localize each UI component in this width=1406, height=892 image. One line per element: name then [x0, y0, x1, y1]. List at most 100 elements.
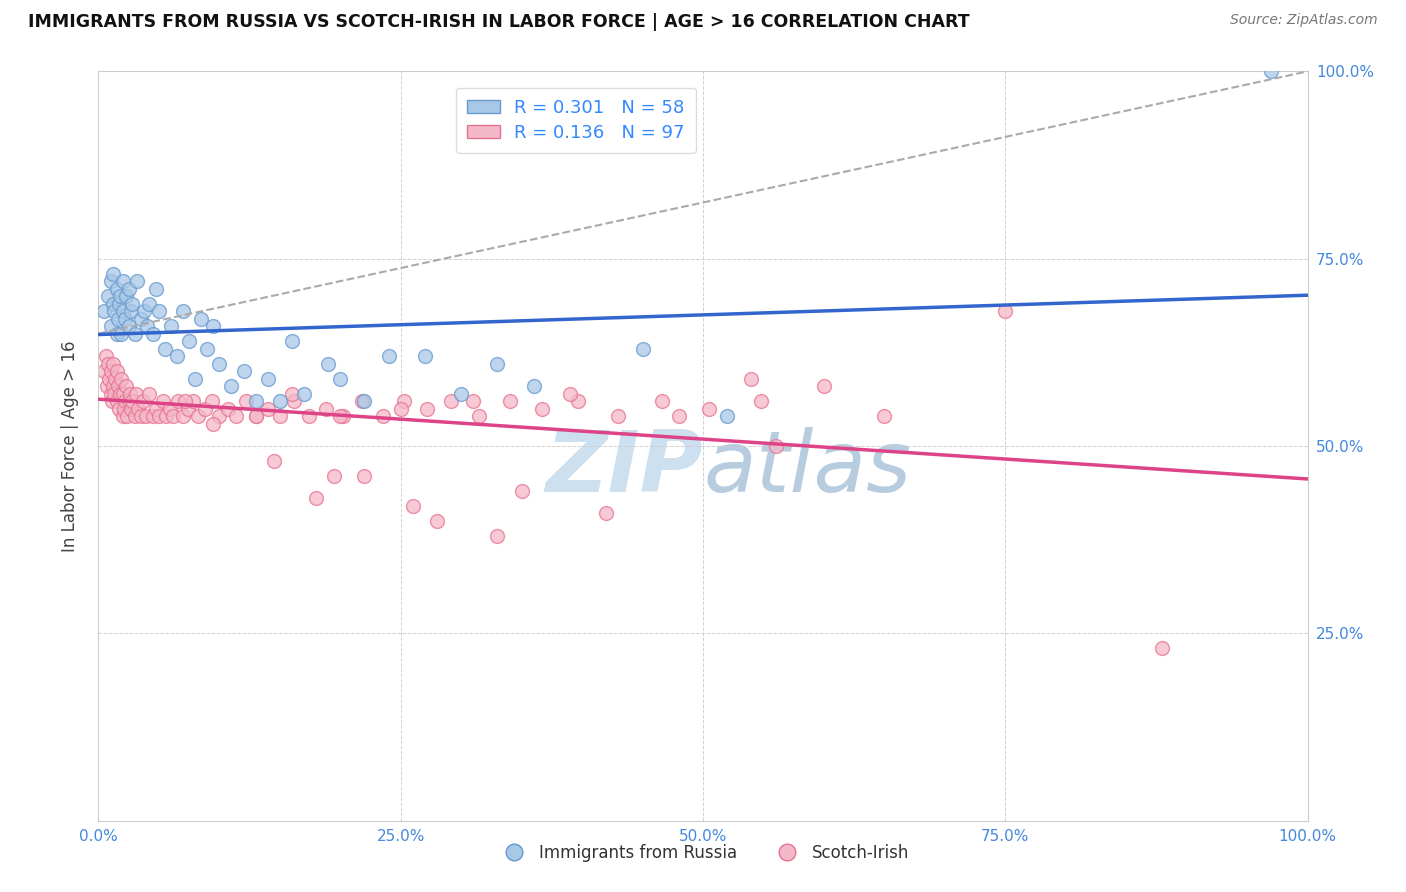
Point: [181, 394, 204, 409]
Text: atlas: atlas: [703, 427, 911, 510]
Point: [765, 439, 787, 453]
Point: [111, 304, 134, 318]
Point: [329, 409, 352, 423]
Point: [118, 319, 141, 334]
Point: [101, 357, 124, 371]
Point: [162, 409, 184, 423]
Point: [121, 296, 143, 310]
Point: [120, 401, 142, 416]
Point: [108, 401, 131, 416]
Point: [148, 409, 170, 423]
Point: [142, 409, 165, 423]
Point: [93, 304, 115, 318]
Point: [329, 371, 352, 385]
Point: [195, 342, 218, 356]
Point: [283, 394, 305, 409]
Point: [129, 409, 152, 423]
Point: [138, 296, 160, 310]
Point: [124, 409, 146, 423]
Point: [292, 386, 315, 401]
Point: [101, 379, 124, 393]
Point: [152, 394, 174, 409]
Point: [110, 326, 132, 341]
Point: [145, 401, 167, 416]
Point: [353, 394, 375, 409]
Point: [1152, 641, 1174, 656]
Point: [111, 409, 134, 423]
Point: [468, 409, 491, 423]
Point: [111, 274, 134, 288]
Point: [523, 379, 546, 393]
Point: [426, 514, 449, 528]
Point: [97, 289, 120, 303]
Point: [486, 357, 509, 371]
Point: [129, 311, 152, 326]
Point: [873, 409, 896, 423]
Point: [111, 386, 134, 401]
Point: [155, 409, 177, 423]
Point: [440, 394, 463, 409]
Point: [97, 357, 120, 371]
Point: [138, 386, 160, 401]
Point: [121, 394, 143, 409]
Point: [749, 394, 772, 409]
Point: [184, 371, 207, 385]
Point: [716, 409, 738, 423]
Point: [105, 394, 128, 409]
Point: [166, 349, 188, 363]
Point: [120, 304, 142, 318]
Point: [107, 311, 129, 326]
Point: [567, 394, 589, 409]
Point: [118, 386, 141, 401]
Point: [389, 401, 412, 416]
Point: [145, 282, 167, 296]
Point: [96, 379, 118, 393]
Point: [416, 401, 439, 416]
Point: [101, 296, 124, 310]
Point: [117, 409, 139, 423]
Point: [167, 394, 190, 409]
Point: [201, 394, 224, 409]
Point: [413, 349, 436, 363]
Point: [103, 304, 125, 318]
Point: [179, 334, 201, 348]
Text: Source: ZipAtlas.com: Source: ZipAtlas.com: [1230, 13, 1378, 28]
Point: [256, 371, 278, 385]
Point: [160, 319, 183, 334]
Point: [114, 394, 136, 409]
Point: [225, 409, 247, 423]
Point: [263, 454, 285, 468]
Point: [172, 409, 194, 423]
Point: [631, 342, 654, 356]
Point: [315, 401, 337, 416]
Point: [1260, 64, 1282, 78]
Point: [105, 282, 128, 296]
Point: [108, 386, 131, 401]
Point: [668, 409, 690, 423]
Point: [103, 386, 125, 401]
Point: [221, 379, 243, 393]
Point: [127, 274, 149, 288]
Point: [208, 357, 231, 371]
Y-axis label: In Labor Force | Age > 16: In Labor Force | Age > 16: [60, 340, 79, 552]
Point: [100, 319, 122, 334]
Point: [177, 401, 200, 416]
Point: [105, 364, 128, 378]
Point: [394, 394, 416, 409]
Point: [112, 401, 135, 416]
Point: [256, 401, 278, 416]
Point: [402, 499, 425, 513]
Point: [110, 371, 132, 385]
Point: [190, 311, 212, 326]
Point: [148, 304, 170, 318]
Point: [232, 364, 254, 378]
Point: [235, 394, 257, 409]
Point: [187, 409, 209, 423]
Point: [115, 289, 138, 303]
Point: [371, 409, 394, 423]
Point: [305, 491, 328, 506]
Point: [100, 364, 122, 378]
Point: [114, 311, 136, 326]
Point: [697, 401, 720, 416]
Point: [350, 394, 373, 409]
